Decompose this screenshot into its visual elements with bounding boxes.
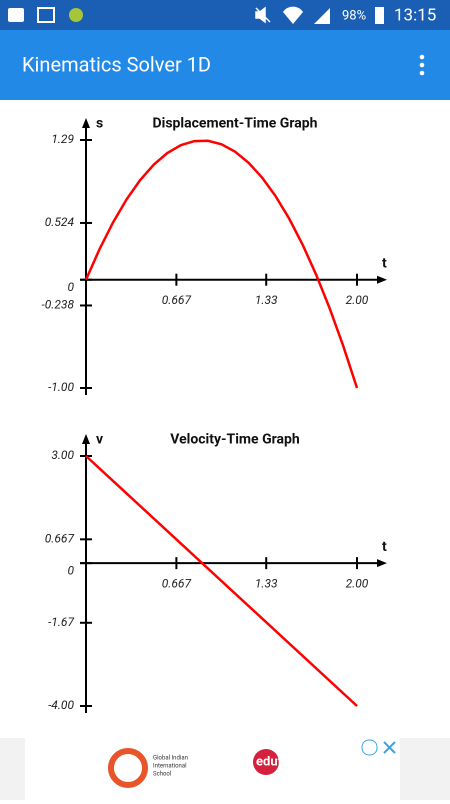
brand-text: edutrust bbox=[256, 754, 306, 769]
y-tick-label: -1.67 bbox=[48, 615, 74, 629]
android-icon bbox=[69, 8, 83, 22]
ad-text: School bbox=[153, 771, 171, 778]
y-tick-label: 0 bbox=[67, 563, 74, 577]
battery-text: 98% bbox=[342, 8, 366, 23]
x-arrow bbox=[377, 559, 387, 568]
y-tick-label: 0 bbox=[67, 280, 74, 294]
curve bbox=[85, 455, 358, 707]
x-tick-label: 1.33 bbox=[255, 576, 278, 590]
clock: 13:15 bbox=[394, 5, 436, 25]
y-tick-label: 3.00 bbox=[51, 448, 74, 462]
y-tick-label: 1.29 bbox=[51, 132, 74, 146]
overflow-menu[interactable] bbox=[419, 54, 425, 76]
curve bbox=[84, 139, 359, 389]
chart-title: Velocity-Time Graph bbox=[170, 432, 300, 448]
chart-title: Displacement-Time Graph bbox=[153, 116, 318, 132]
image-icon bbox=[37, 7, 55, 23]
ad-info[interactable] bbox=[361, 739, 378, 756]
x-axis-label: t bbox=[382, 255, 387, 271]
app-bar bbox=[0, 30, 450, 100]
ad-text: International bbox=[153, 763, 187, 770]
y-tick-label: -1.00 bbox=[48, 380, 74, 394]
x-arrow bbox=[377, 275, 387, 284]
x-tick-label: 1.33 bbox=[255, 293, 278, 307]
y-axis-label: s bbox=[96, 116, 103, 132]
y-arrow bbox=[82, 118, 90, 128]
y-tick-label: 0.524 bbox=[45, 215, 75, 229]
ad-text: Global Indian bbox=[153, 755, 188, 762]
battery-icon bbox=[375, 7, 384, 24]
x-axis-label: t bbox=[382, 539, 387, 555]
status-icons bbox=[8, 6, 384, 24]
x-tick-label: 2.00 bbox=[346, 576, 369, 590]
y-tick-label: 0.667 bbox=[45, 531, 75, 545]
x-tick-label: 0.667 bbox=[162, 293, 192, 307]
ad-close[interactable] bbox=[383, 741, 396, 754]
app-title: Kinematics Solver 1D bbox=[22, 52, 211, 76]
signal-icon bbox=[314, 8, 330, 24]
wifi-icon bbox=[283, 6, 303, 24]
y-axis-label: v bbox=[96, 432, 103, 448]
y-tick-label: -4.00 bbox=[48, 698, 74, 712]
wrench-icon bbox=[8, 8, 24, 22]
y-tick-label: -0.238 bbox=[42, 298, 75, 312]
school-logo bbox=[108, 748, 148, 788]
x-tick-label: 2.00 bbox=[346, 293, 369, 307]
mute-icon bbox=[255, 6, 271, 24]
brand-logo bbox=[253, 749, 279, 775]
y-arrow bbox=[82, 434, 90, 444]
ad-banner[interactable] bbox=[25, 738, 400, 800]
x-tick-label: 0.667 bbox=[162, 576, 192, 590]
